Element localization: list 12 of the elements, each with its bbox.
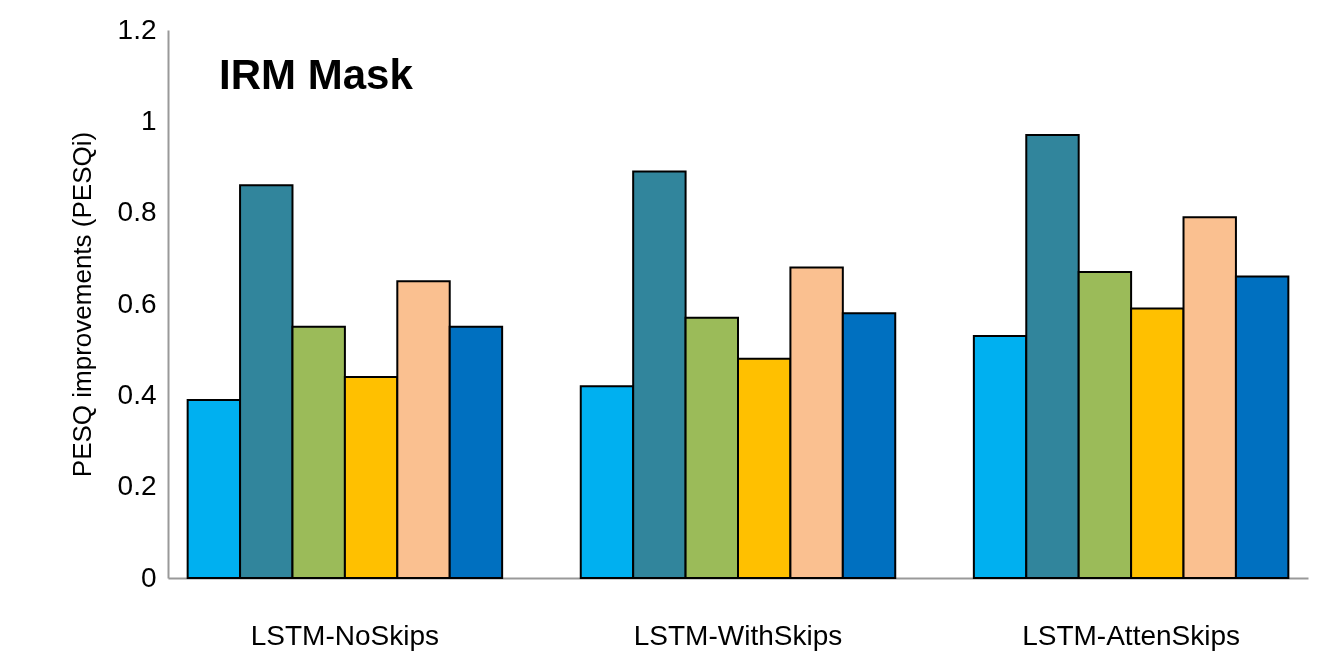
y-tick-label: 1: [140, 104, 157, 136]
y-tick-label: 0.4: [117, 378, 157, 410]
y-tick-label: 0.2: [117, 470, 157, 502]
x-tick-label: LSTM-NoSkips: [250, 619, 440, 651]
y-tick-label: 0.8: [117, 196, 157, 228]
text: IRM Mask: [219, 51, 414, 98]
x-tick-label: LSTM-AttenSkips: [1022, 619, 1241, 651]
y-tick-label: 0: [140, 561, 157, 593]
x-tick-label: LSTM-WithSkips: [633, 619, 843, 651]
y-axis-title: PESQ improvements (PESQi): [66, 131, 97, 478]
y-tick-label: 0.6: [117, 287, 157, 319]
y-tick-label: 1.2: [117, 13, 157, 45]
